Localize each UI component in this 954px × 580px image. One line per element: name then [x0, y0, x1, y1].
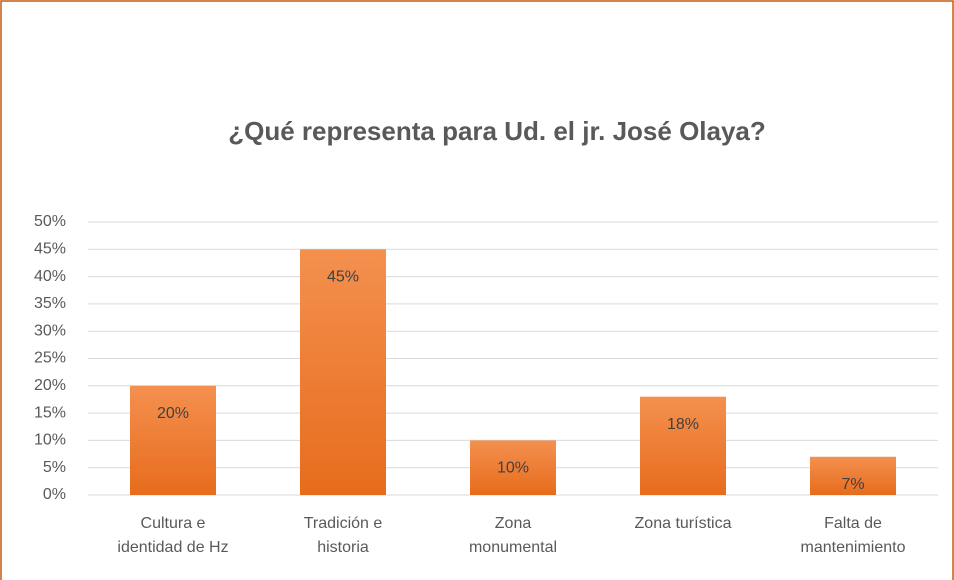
- bar: [640, 396, 726, 495]
- y-tick-label: 15%: [34, 404, 66, 421]
- y-tick-label: 20%: [34, 377, 66, 394]
- data-label: 10%: [497, 460, 529, 477]
- data-label: 7%: [841, 476, 864, 493]
- x-tick-label: Falta de mantenimiento: [800, 515, 906, 556]
- x-tick-label: Tradición e historia: [303, 515, 383, 556]
- x-tick-label: Zona turística: [634, 515, 732, 532]
- data-label: 45%: [327, 269, 359, 286]
- bar: [470, 440, 556, 495]
- y-tick-label: 45%: [34, 241, 66, 258]
- y-tick-label: 5%: [43, 459, 66, 476]
- data-label: 18%: [667, 416, 699, 433]
- chart-title: ¿Qué representa para Ud. el jr. José Ola…: [228, 116, 766, 146]
- y-tick-label: 50%: [34, 213, 66, 230]
- y-tick-label: 40%: [34, 268, 66, 285]
- x-tick-label: Zona monumental: [468, 515, 558, 556]
- y-tick-label: 30%: [34, 322, 66, 339]
- y-tick-label: 25%: [34, 350, 66, 367]
- y-tick-label: 35%: [34, 295, 66, 312]
- x-tick-label: Cultura e identidad de Hz: [117, 515, 229, 556]
- data-label: 20%: [157, 405, 189, 422]
- bar: [300, 249, 386, 495]
- y-tick-label: 0%: [43, 486, 66, 503]
- y-tick-label: 10%: [34, 432, 66, 449]
- bar: [130, 385, 216, 495]
- bar: [810, 456, 896, 495]
